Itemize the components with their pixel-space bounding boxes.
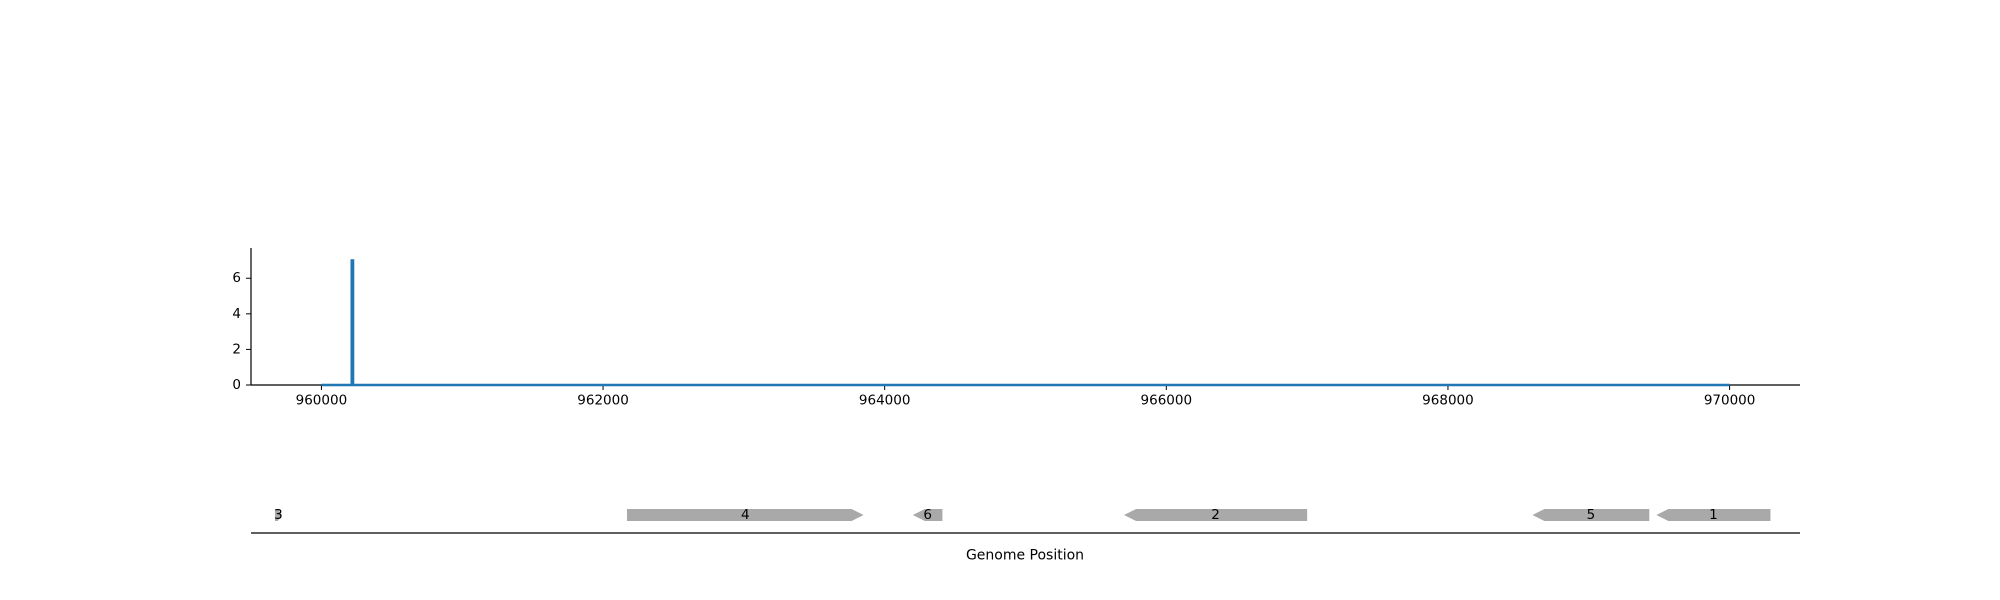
gene-label: 6 (923, 507, 932, 523)
y-tick-label: 2 (232, 341, 241, 357)
y-ticks: 0 2 4 6 (232, 270, 251, 393)
x-tick-label: 962000 (577, 393, 629, 409)
gene-label: 1 (1709, 507, 1718, 523)
gene-arrow (1124, 509, 1308, 521)
gene-arrow (274, 509, 282, 521)
gene-label: 4 (741, 507, 750, 523)
y-tick-label: 4 (232, 306, 241, 322)
series-layer (321, 259, 1730, 387)
x-tick-label: 966000 (1141, 393, 1193, 409)
y-tick-label: 6 (232, 270, 241, 286)
gene-arrow (912, 509, 943, 521)
gene-arrow (1532, 509, 1650, 521)
x-tick-label: 964000 (859, 393, 911, 409)
coverage-plot: 960000 962000 964000 966000 968000 970000 0 2 4… (232, 248, 1800, 409)
gene-arrow (1656, 509, 1771, 521)
gene-track: 3 4 6 2 5 1 Genome Position (251, 507, 1800, 564)
gene-label: 2 (1211, 507, 1220, 523)
x-tick-label: 970000 (1704, 393, 1756, 409)
coverage-line (321, 259, 1730, 387)
gene-arrow (626, 509, 864, 521)
gene-track-xlabel: Genome Position (966, 548, 1084, 564)
genes-layer: 3 4 6 2 5 1 (274, 507, 1771, 523)
gene-label: 3 (274, 507, 283, 523)
y-tick-label: 0 (232, 377, 241, 393)
x-tick-label: 960000 (296, 393, 348, 409)
x-ticks: 960000 962000 964000 966000 968000 970000 (296, 385, 1756, 409)
x-tick-label: 968000 (1422, 393, 1474, 409)
gene-label: 5 (1587, 507, 1596, 523)
